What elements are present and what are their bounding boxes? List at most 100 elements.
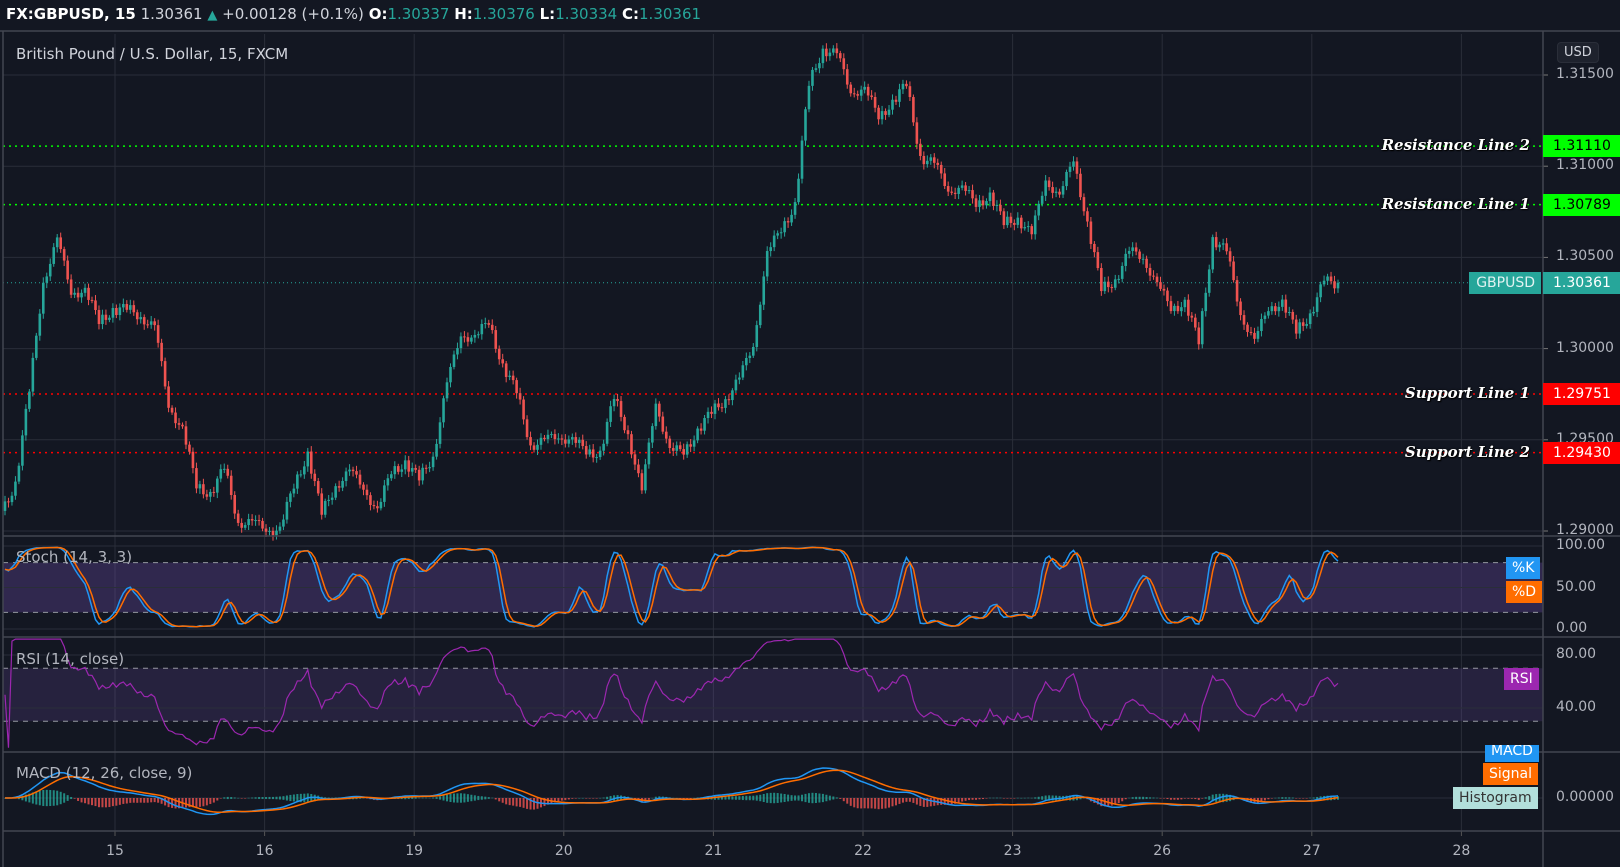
macd-histogram-bar	[647, 798, 650, 800]
candle-up	[421, 467, 424, 481]
macd-histogram-bar	[449, 793, 452, 803]
candle-down	[135, 312, 139, 320]
macd-histogram-bar	[1069, 795, 1072, 801]
candle-down	[581, 439, 585, 447]
candle-down	[1187, 299, 1190, 316]
macd-histogram-bar	[595, 798, 598, 799]
macd-histogram-bar	[1009, 798, 1012, 799]
candle-up	[1319, 284, 1322, 298]
candle-up	[828, 52, 832, 57]
macd-histogram-bar	[533, 798, 536, 810]
candle-up	[832, 48, 835, 53]
macd-histogram-bar	[1013, 798, 1016, 799]
macd-histogram-bar	[508, 798, 511, 806]
price-tick-label: 1.31000	[1556, 157, 1614, 174]
candle-up	[296, 474, 299, 489]
candle-down	[1162, 288, 1166, 291]
macd-histogram-bar	[254, 797, 257, 799]
candle-down	[630, 434, 633, 455]
macd-histogram-bar	[66, 795, 69, 801]
macd-histogram-bar	[693, 797, 696, 799]
candle-down	[720, 407, 724, 409]
macd-title[interactable]: MACD (12, 26, close, 9)	[16, 764, 193, 782]
date-tick-label: 19	[405, 843, 424, 859]
candle-down	[1194, 317, 1197, 328]
candle-up	[901, 83, 905, 90]
candle-up	[1308, 313, 1312, 325]
macd-histogram-bar	[1180, 798, 1183, 800]
candle-down	[320, 493, 324, 515]
macd-histogram-bar	[1211, 794, 1214, 802]
candle-down	[974, 198, 978, 207]
candle-up	[550, 434, 553, 436]
macd-histogram-bar	[888, 798, 891, 808]
macd-histogram-bar	[265, 797, 268, 799]
macd-histogram-bar	[790, 795, 793, 801]
macd-histogram-bar	[80, 798, 83, 803]
candle-up	[602, 443, 605, 451]
currency-button[interactable]: USD	[1557, 42, 1599, 63]
macd-histogram-bar	[1288, 797, 1291, 799]
macd-histogram-bar	[571, 798, 574, 799]
macd-histogram-bar	[884, 798, 887, 809]
macd-histogram-bar	[1030, 797, 1033, 799]
candle-down	[97, 310, 101, 325]
stoch-title[interactable]: Stoch (14, 3, 3)	[16, 548, 133, 566]
stoch-d-line	[4, 546, 1339, 628]
candle-down	[316, 481, 320, 494]
macd-histogram-bar	[738, 796, 741, 800]
candle-up	[438, 422, 442, 444]
macd-histogram-bar	[881, 798, 884, 809]
macd-histogram-bar	[480, 796, 483, 800]
rsi-title[interactable]: RSI (14, close)	[16, 650, 125, 668]
candle-down	[1096, 252, 1100, 269]
macd-histogram-bar	[780, 793, 783, 803]
candle-down	[835, 48, 839, 54]
macd-histogram-bar	[842, 798, 845, 802]
candle-down	[574, 437, 578, 443]
candle-down	[905, 83, 908, 87]
macd-histogram-bar	[877, 798, 880, 810]
candle-down	[845, 69, 849, 85]
candle-up	[1270, 306, 1274, 312]
candle-up	[1026, 226, 1030, 228]
macd-histogram-bar	[968, 798, 971, 801]
candle-down	[94, 300, 97, 311]
candle-down	[487, 323, 491, 325]
macd-histogram-bar	[1309, 797, 1312, 799]
macd-histogram-bar	[912, 798, 915, 803]
candle-down	[564, 439, 567, 444]
candle-down	[1291, 311, 1295, 320]
candle-down	[177, 423, 181, 425]
candle-down	[212, 491, 216, 493]
macd-histogram-bar	[1298, 798, 1301, 799]
macd-histogram-bar	[233, 797, 236, 799]
macd-histogram-bar	[651, 797, 654, 799]
rsi-tag: RSI	[1504, 668, 1539, 690]
candle-down	[633, 454, 637, 465]
candle-down	[908, 86, 912, 98]
candle-up	[330, 497, 334, 500]
macd-histogram-bar	[77, 798, 80, 801]
candle-up	[435, 443, 438, 457]
candle-down	[407, 460, 411, 472]
macd-histogram-bar	[1145, 797, 1148, 799]
macd-histogram-bar	[153, 798, 156, 803]
candle-down	[497, 348, 501, 360]
macd-histogram-bar	[411, 797, 414, 799]
macd-histogram-bar	[38, 790, 41, 806]
candle-down	[1079, 173, 1082, 198]
symbol-label[interactable]: FX:GBPUSD, 15	[6, 5, 136, 23]
macd-histogram-bar	[459, 793, 462, 803]
macd-histogram-bar	[296, 794, 299, 802]
candle-down	[964, 185, 967, 191]
level-label: Resistance Line 1	[1381, 194, 1530, 213]
candle-up	[282, 519, 285, 527]
candle-down	[1253, 332, 1256, 339]
macd-histogram-bar	[901, 798, 904, 803]
macd-histogram-bar	[439, 796, 442, 800]
candle-up	[546, 434, 550, 440]
macd-histogram-bar	[56, 790, 59, 806]
candle-down	[188, 444, 191, 452]
